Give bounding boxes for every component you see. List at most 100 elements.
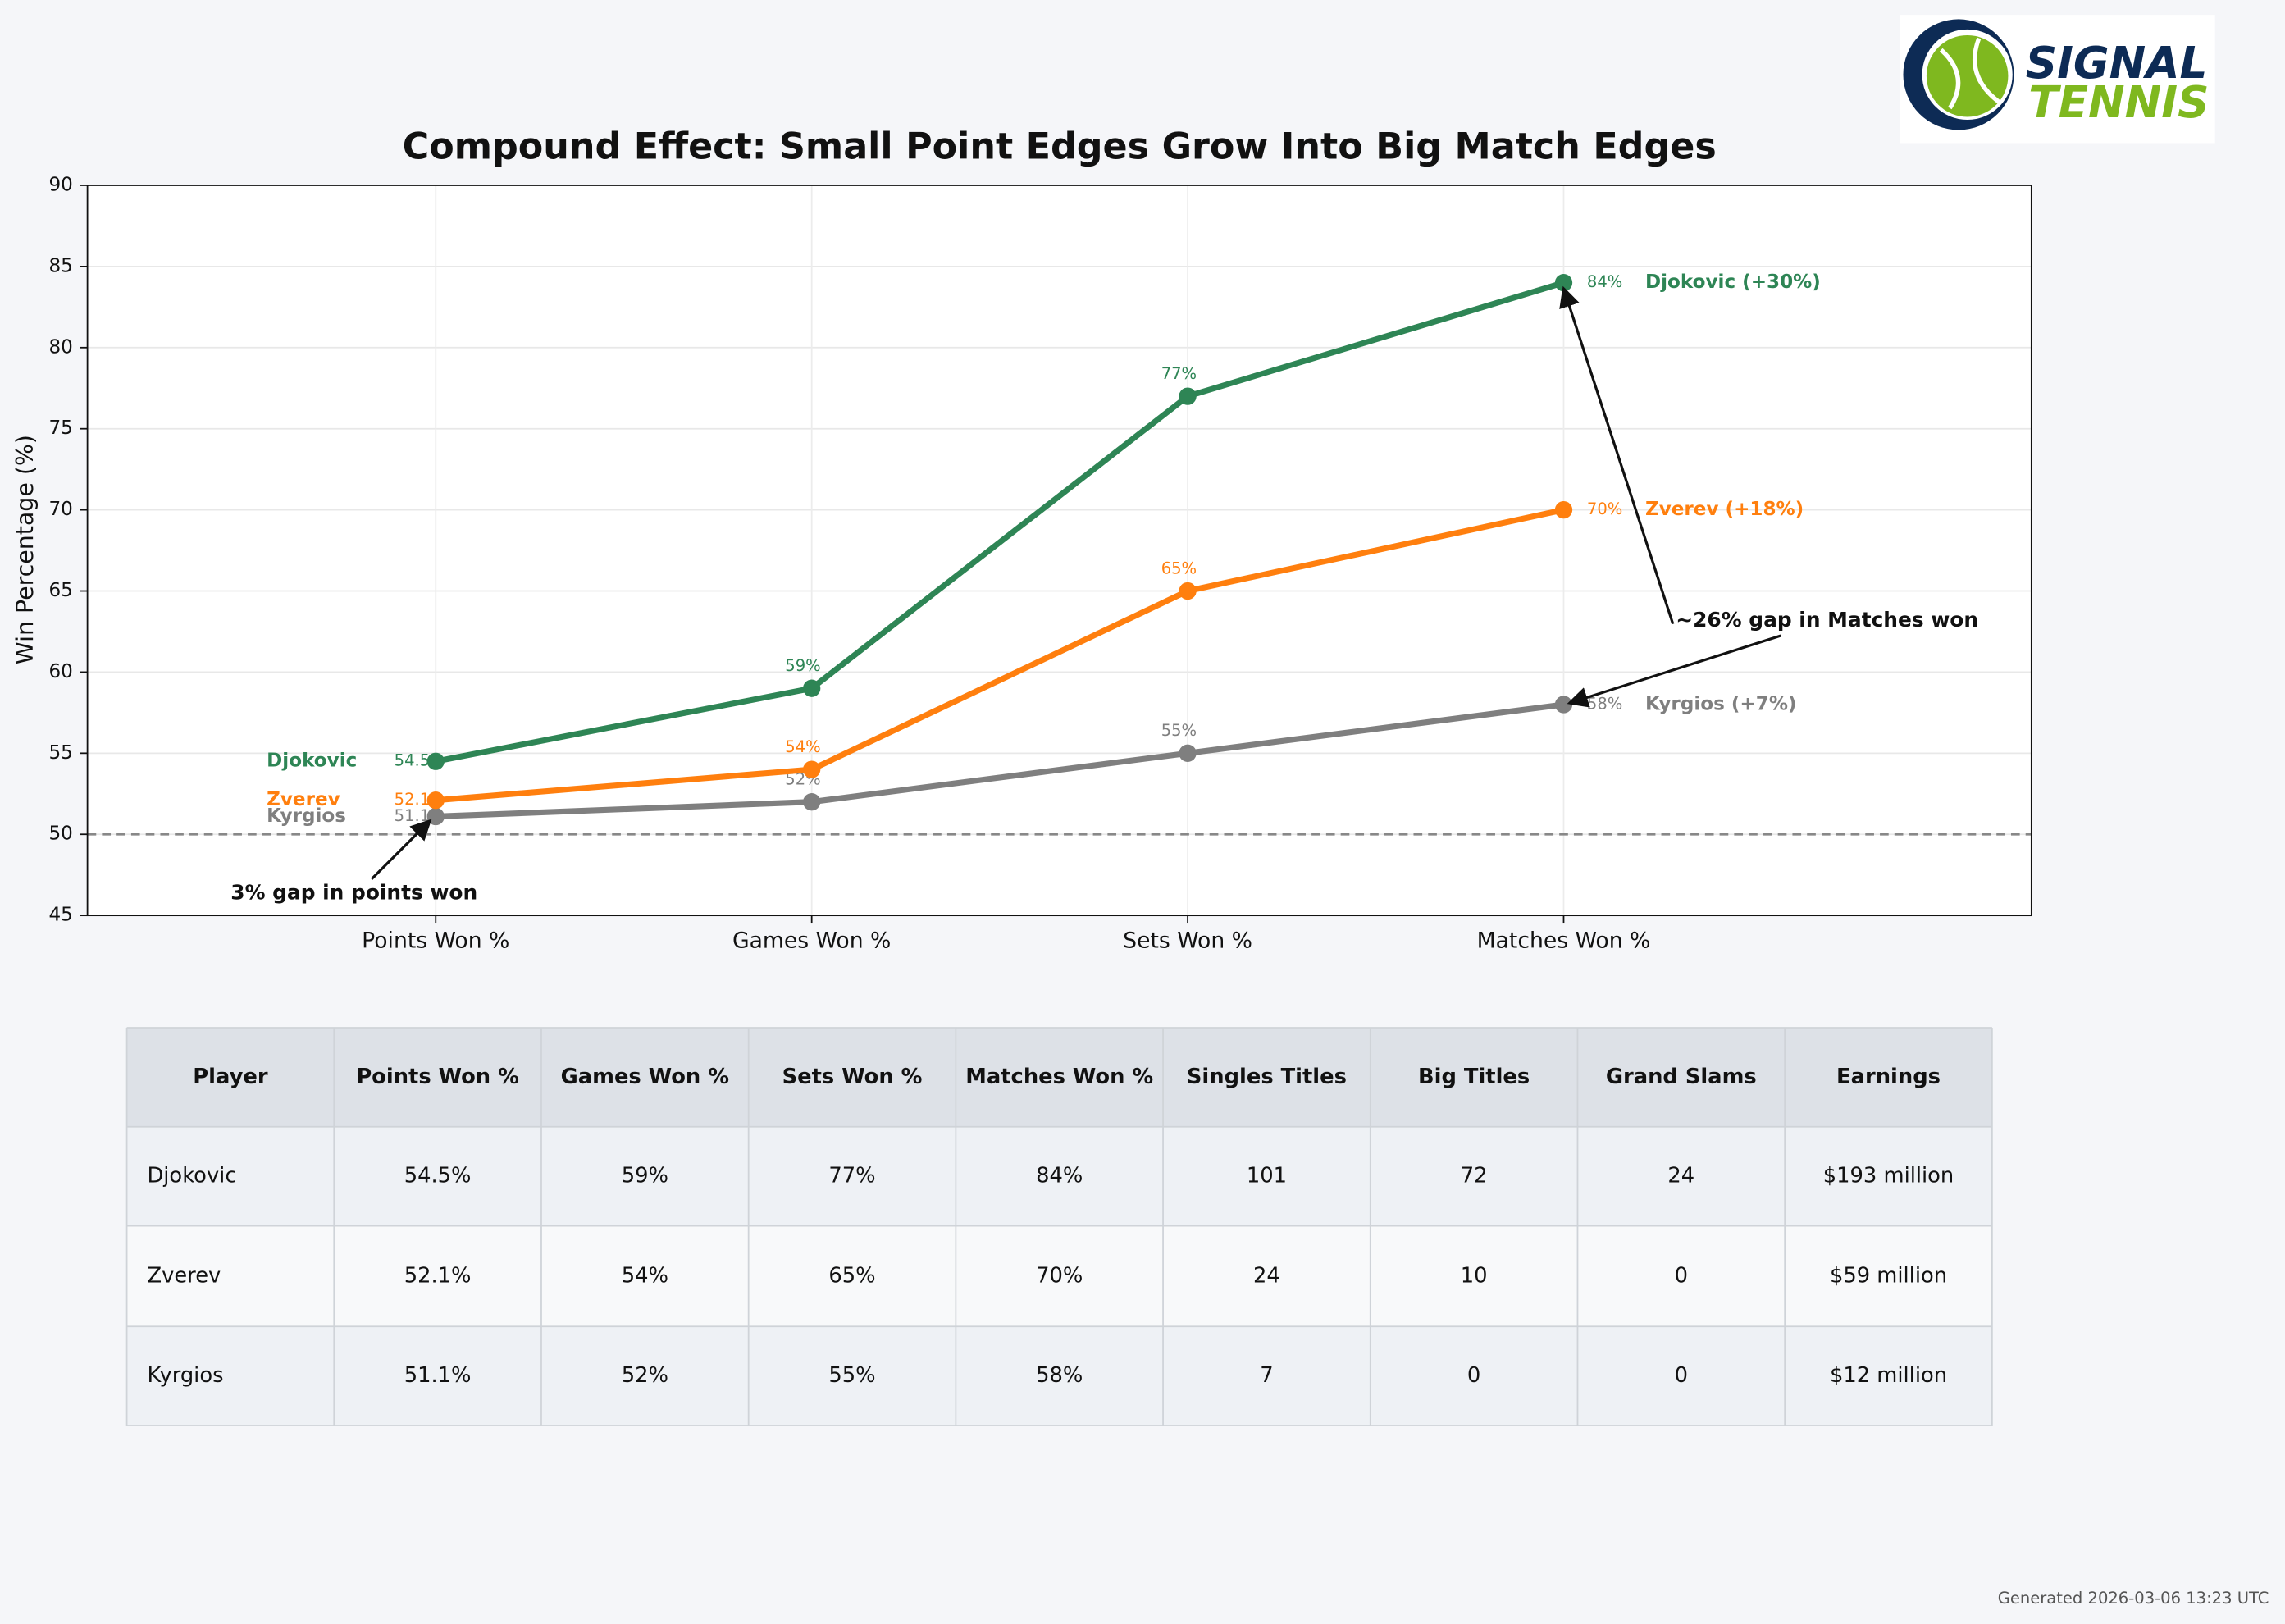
x-tick-label: Games Won %: [732, 928, 891, 954]
table-cell: 70%: [1036, 1263, 1083, 1288]
table-cell: 55%: [828, 1363, 875, 1388]
table-header: Player: [193, 1065, 268, 1089]
y-tick-label: 55: [48, 742, 72, 764]
value-label: 58%: [1587, 694, 1622, 713]
y-tick-label: 75: [48, 417, 72, 439]
value-label: 55%: [1161, 721, 1197, 740]
series-line: [436, 701, 1564, 820]
logo-text: SIGNAL: [2026, 38, 2208, 89]
y-tick-label: 45: [48, 905, 72, 926]
table-cell: 52.1%: [404, 1263, 472, 1288]
table-row-bg: [126, 1126, 1992, 1226]
annotation-arrow: [370, 819, 432, 880]
series-line: [435, 507, 1565, 804]
table-cell: Kyrgios: [147, 1363, 223, 1388]
table-header: Games Won %: [561, 1065, 729, 1089]
point: [1554, 500, 1573, 519]
y-tick-label: 85: [48, 255, 72, 276]
point: [803, 679, 821, 697]
value-label: 70%: [1587, 500, 1622, 518]
plot-area: [87, 185, 2032, 916]
point: [1179, 387, 1197, 405]
annotation-arrow: [1559, 285, 1675, 625]
value-label: 77%: [1161, 364, 1197, 383]
value-label: 51.1: [395, 806, 431, 825]
table-row-bg: [126, 1225, 1992, 1327]
annotation: 3% gap in points won: [230, 881, 477, 905]
table-cell: 77%: [828, 1164, 875, 1188]
point: [426, 752, 445, 770]
table-cell: 54%: [622, 1263, 668, 1288]
y-tick-label: 80: [48, 336, 72, 358]
end-label: Djokovic (+30%): [1645, 271, 1821, 293]
table-header: Sets Won %: [782, 1065, 923, 1089]
table-header: Singles Titles: [1187, 1065, 1347, 1089]
point: [803, 793, 821, 811]
table-header: Matches Won %: [965, 1065, 1153, 1089]
logo: SIGNAL TENNIS: [1900, 15, 2215, 144]
table-cell: Zverev: [147, 1263, 221, 1288]
table-header: Earnings: [1836, 1065, 1941, 1089]
table-header: Grand Slams: [1606, 1065, 1757, 1089]
table-cell: 51.1%: [404, 1363, 472, 1388]
table-cell: 101: [1247, 1164, 1287, 1188]
point: [1179, 582, 1197, 600]
y-tick-label: 60: [48, 661, 72, 682]
table-cell: $12 million: [1830, 1363, 1947, 1388]
table-cell: 59%: [622, 1164, 668, 1188]
series-line: [435, 280, 1565, 764]
end-label: Zverev (+18%): [1645, 499, 1804, 520]
table-cell: $193 million: [1823, 1164, 1954, 1188]
table-header: Points Won %: [356, 1065, 519, 1089]
y-axis-label: Win Percentage (%): [11, 435, 39, 664]
point: [426, 791, 445, 810]
table-cell: 7: [1260, 1363, 1273, 1388]
chart-title: Compound Effect: Small Point Edges Grow …: [403, 126, 1717, 168]
table-cell: Djokovic: [147, 1164, 236, 1188]
value-label: 65%: [1161, 559, 1197, 577]
table-row-bg: [126, 1326, 1992, 1426]
y-tick-label: 90: [48, 174, 72, 195]
table-cell: 84%: [1036, 1164, 1083, 1188]
table-cell: 72: [1461, 1164, 1488, 1188]
legend-label: Djokovic: [267, 750, 357, 772]
point: [803, 760, 821, 778]
point: [1554, 696, 1573, 714]
legend-label: Kyrgios: [267, 805, 346, 827]
x-tick-label: Points Won %: [362, 928, 509, 954]
value-label: 52.1: [395, 790, 431, 809]
value-label: 59%: [785, 656, 820, 675]
table-cell: 52%: [622, 1363, 668, 1388]
logo-text: TENNIS: [2028, 77, 2209, 128]
x-tick-label: Matches Won %: [1477, 928, 1651, 954]
value-label: 54%: [785, 737, 820, 756]
table-cell: 0: [1675, 1363, 1688, 1388]
table-cell: 0: [1675, 1263, 1688, 1288]
table-header: Big Titles: [1418, 1065, 1530, 1089]
table-cell: 54.5%: [404, 1164, 472, 1188]
value-label: 84%: [1587, 272, 1622, 291]
y-tick-label: 50: [48, 823, 72, 845]
plot-frame: [86, 185, 2032, 917]
footer: Generated 2026-03-06 13:23 UTC: [1998, 1589, 2269, 1608]
table-cell: 0: [1467, 1363, 1480, 1388]
point: [1179, 744, 1197, 762]
logo-seam: [1939, 37, 2001, 110]
y-tick-label: 70: [48, 499, 72, 520]
value-label: 54.5: [395, 751, 431, 770]
table-cell: 58%: [1036, 1363, 1083, 1388]
table-cell: 10: [1461, 1263, 1488, 1288]
logo-ball: [1926, 34, 2009, 117]
x-tick-label: Sets Won %: [1123, 928, 1252, 954]
table-cell: $59 million: [1830, 1263, 1947, 1288]
annotation: ~26% gap in Matches won: [1676, 608, 1978, 632]
table: Player Points Won % Games Won % Sets Won % M…: [125, 1027, 1993, 1426]
table-cell: 65%: [828, 1263, 875, 1288]
table-cell: 24: [1667, 1164, 1694, 1188]
y-tick-label: 65: [48, 580, 72, 601]
table-header-bg: [126, 1027, 1992, 1127]
legend-label: Zverev: [267, 789, 340, 810]
